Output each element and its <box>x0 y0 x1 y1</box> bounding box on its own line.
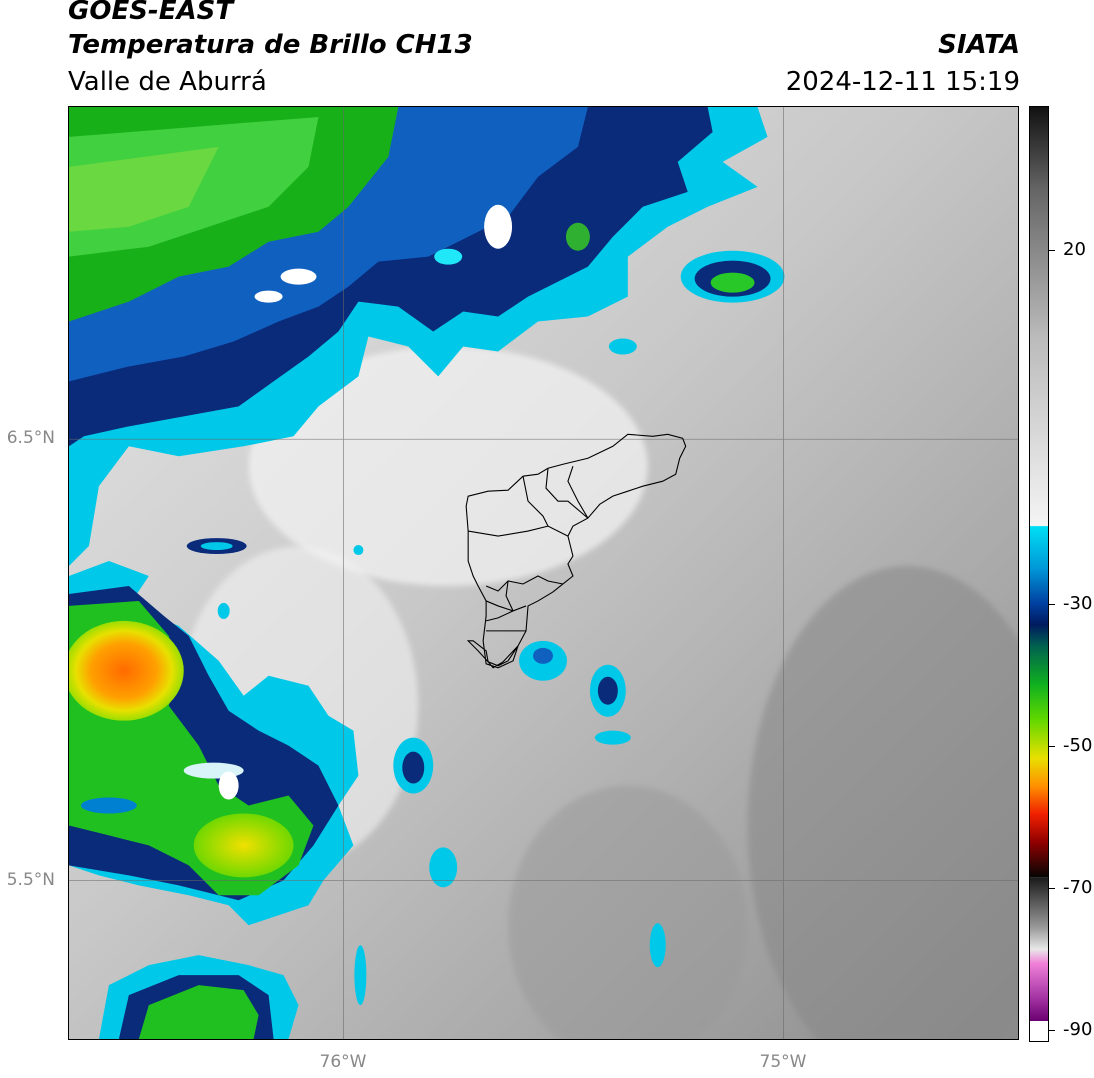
colorbar-tick <box>1049 746 1055 747</box>
colorbar-tick <box>1049 604 1055 605</box>
lon-label-76w: 76°W <box>319 1052 367 1072</box>
lon-label-75w: 75°W <box>759 1052 807 1072</box>
region-outline-valle-de-aburra <box>465 433 687 669</box>
colorbar-tick <box>1049 250 1055 251</box>
subtitle: Valle de Aburrá <box>68 67 267 97</box>
colorbar-label-20: 20 <box>1063 239 1086 260</box>
colorbar-label-minus90: -90 <box>1063 1019 1093 1040</box>
title-line1: GOES-EAST <box>68 0 234 26</box>
colorbar <box>1029 106 1049 1042</box>
colorbar-tick <box>1049 1030 1055 1031</box>
colorbar-tick <box>1049 888 1055 889</box>
convective-core-west <box>69 620 184 721</box>
colorbar-label-minus50: -50 <box>1063 735 1093 756</box>
lat-label-6-5n: 6.5°N <box>6 428 55 448</box>
gridlines <box>69 107 1018 1039</box>
datetime-label: 2024-12-11 15:19 <box>785 67 1020 97</box>
brightness-temperature-image <box>69 107 1018 1039</box>
organization-label: SIATA <box>938 30 1020 60</box>
title-line2: Temperatura de Brillo CH13 <box>68 30 473 60</box>
colorbar-label-minus30: -30 <box>1063 593 1093 614</box>
lat-label-5-5n: 5.5°N <box>6 870 55 890</box>
colorbar-label-minus70: -70 <box>1063 877 1093 898</box>
satellite-map <box>68 106 1019 1040</box>
